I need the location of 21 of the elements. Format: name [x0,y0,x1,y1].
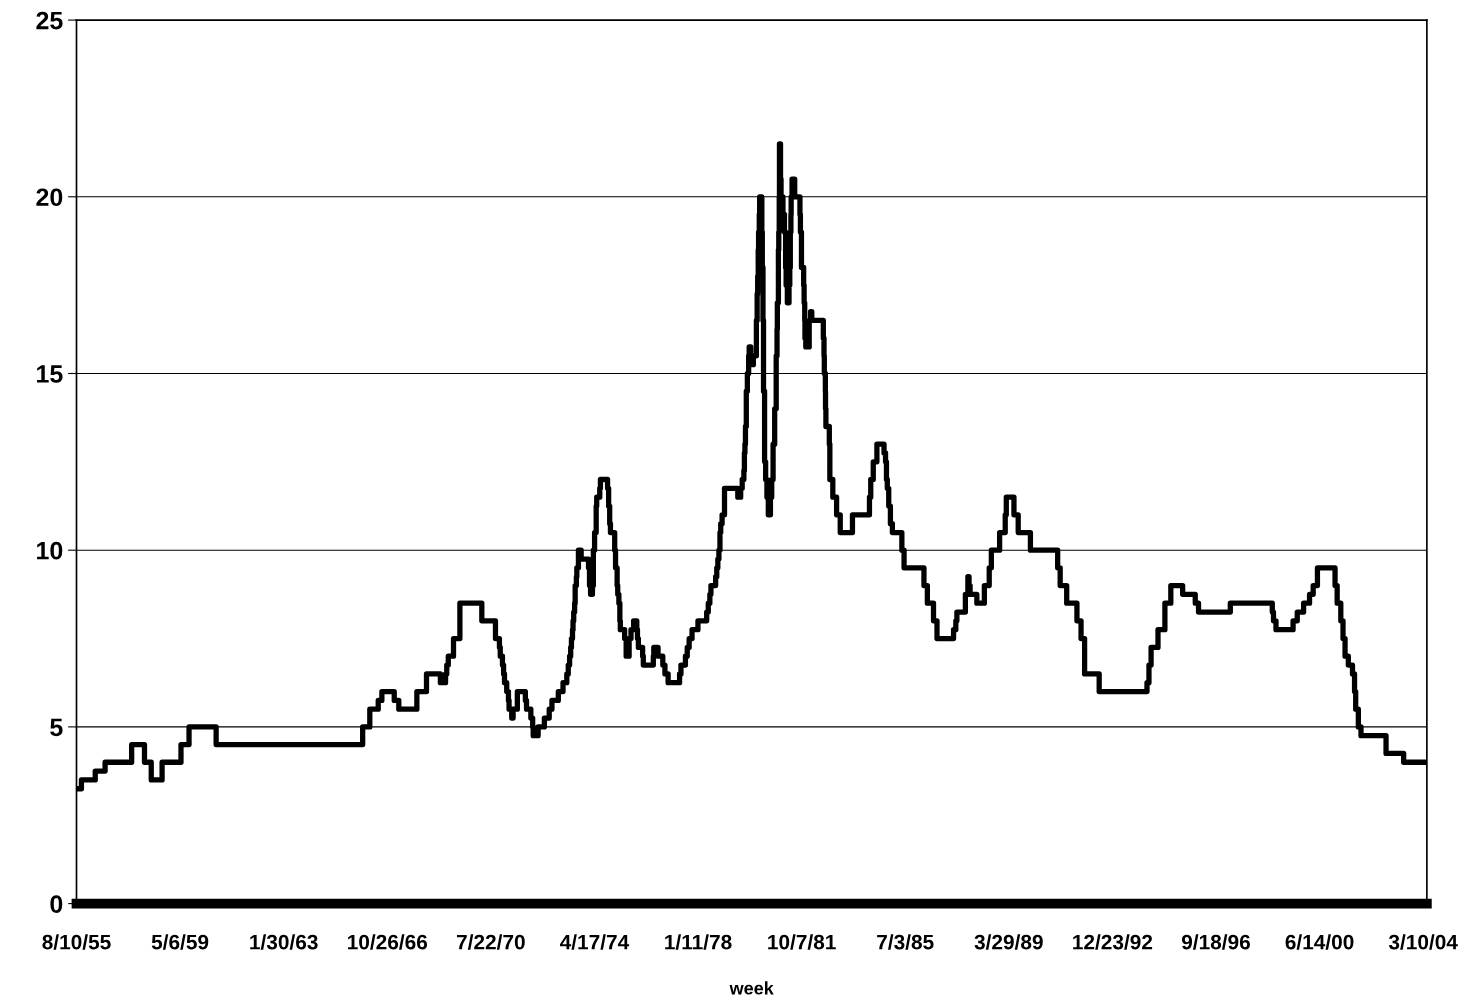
x-tick-label: 7/22/70 [456,934,525,950]
y-tick-label: 5 [50,718,63,737]
y-tick-label: 10 [37,541,63,560]
x-tick-label: 4/17/74 [560,934,630,950]
x-tick-label: 5/6/59 [151,934,209,950]
x-axis-title: week [729,981,774,995]
x-tick-label: 10/26/66 [348,934,428,950]
y-tick-label: 0 [50,895,63,913]
x-tick-label: 9/18/96 [1181,934,1250,950]
y-tick-label: 15 [37,365,63,383]
x-tick-label: 6/14/00 [1285,934,1354,950]
x-tick-label: 12/23/92 [1073,934,1153,950]
x-tick-label: 1/11/78 [665,934,732,950]
x-tick-label: 10/7/81 [768,934,836,950]
x-tick-label: 7/3/85 [877,934,934,950]
x-tick-label: 3/10/04 [1388,934,1458,950]
y-tick-label: 20 [36,188,63,207]
y-tick-label: 25 [36,11,63,30]
x-tick-label: 8/10/55 [42,934,111,950]
x-tick-label: 1/30/63 [250,934,318,950]
x-tick-label: 3/29/89 [974,934,1043,950]
